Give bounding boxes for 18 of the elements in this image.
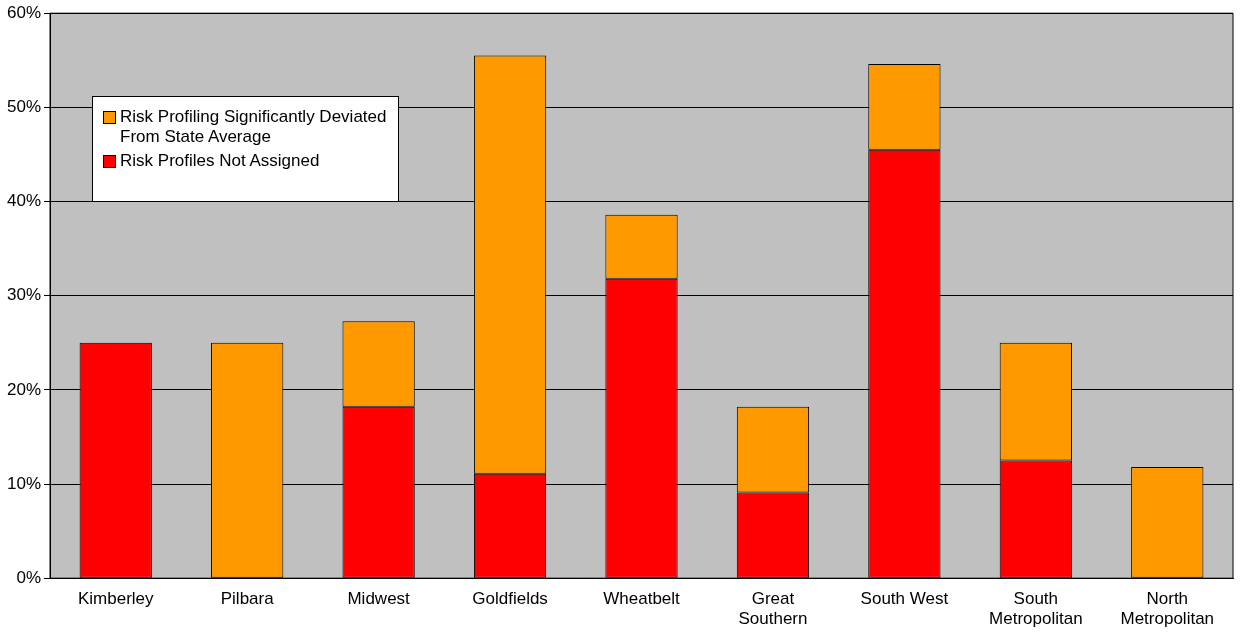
legend-label: Risk Profiles Not Assigned (120, 151, 320, 172)
x-tick-label: Goldfields (472, 589, 548, 609)
x-tick-label: North Metropolitan (1120, 589, 1215, 629)
y-tick-label: 20% (6, 379, 42, 399)
y-tick-label: 0% (16, 567, 42, 587)
legend-label: Risk Profiling Significantly Deviated From State Average (120, 107, 388, 148)
y-tick-label: 10% (6, 473, 42, 493)
x-tick-label: Midwest (347, 589, 411, 609)
x-tick-label: Kimberley (77, 589, 155, 609)
x-tick-label: Great Southern (738, 589, 808, 629)
x-tick-label: Wheatbelt (603, 589, 681, 609)
x-tick-label: Pilbara (220, 589, 275, 609)
y-tick-label: 50% (6, 97, 42, 117)
y-tick-label: 40% (6, 191, 42, 211)
x-tick-label: South Metropolitan (989, 589, 1083, 629)
x-tick-label: South West (860, 589, 949, 609)
y-tick-label: 60% (6, 2, 42, 22)
y-tick-label: 30% (6, 285, 42, 305)
